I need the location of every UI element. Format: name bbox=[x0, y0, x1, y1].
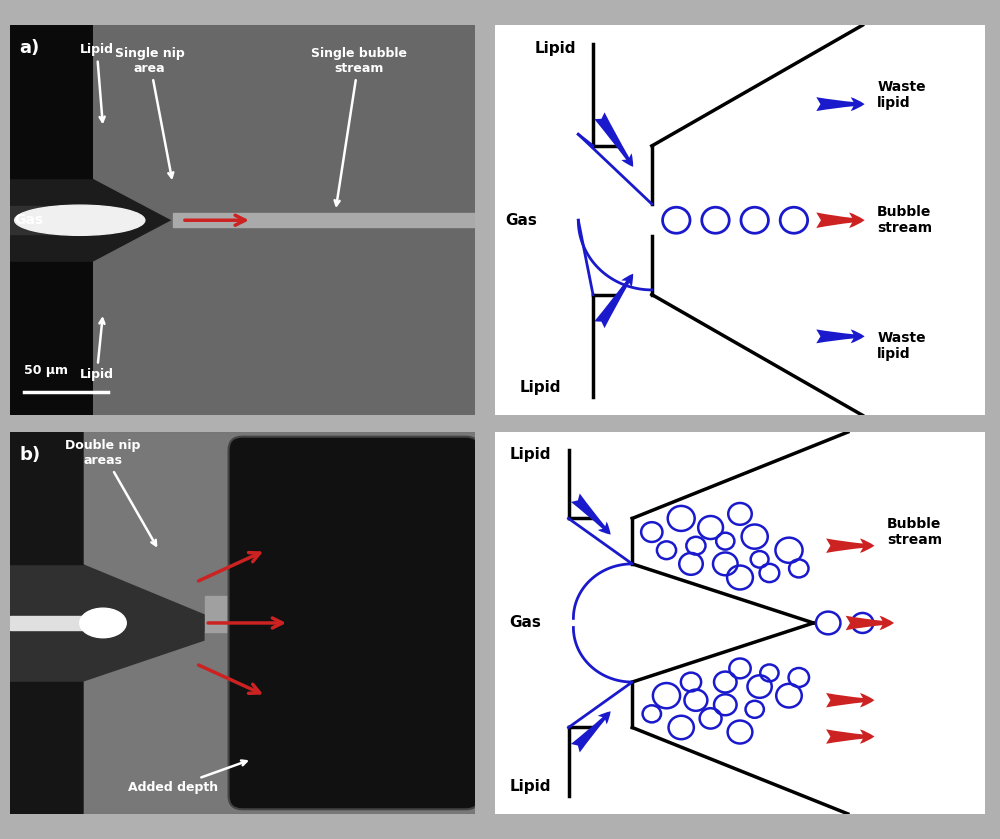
Text: Waste
lipid: Waste lipid bbox=[877, 331, 926, 361]
Polygon shape bbox=[10, 432, 475, 814]
Polygon shape bbox=[10, 262, 94, 415]
Polygon shape bbox=[94, 25, 475, 221]
Polygon shape bbox=[10, 25, 94, 179]
Text: Bubble
stream: Bubble stream bbox=[887, 517, 942, 547]
Text: Waste
lipid: Waste lipid bbox=[877, 80, 926, 110]
Polygon shape bbox=[495, 25, 985, 415]
Polygon shape bbox=[495, 432, 985, 814]
Text: Gas: Gas bbox=[15, 213, 44, 227]
Polygon shape bbox=[84, 632, 475, 814]
Ellipse shape bbox=[15, 206, 145, 235]
Text: Lipid: Lipid bbox=[520, 380, 561, 395]
Ellipse shape bbox=[80, 608, 126, 638]
Text: b): b) bbox=[19, 446, 40, 464]
Polygon shape bbox=[94, 221, 475, 415]
Polygon shape bbox=[10, 432, 84, 564]
Text: Single bubble
stream: Single bubble stream bbox=[311, 47, 407, 206]
Polygon shape bbox=[10, 682, 84, 814]
Polygon shape bbox=[10, 616, 94, 630]
Text: Gas: Gas bbox=[510, 616, 542, 630]
Polygon shape bbox=[10, 25, 475, 415]
Text: Single nip
area: Single nip area bbox=[115, 47, 184, 178]
Polygon shape bbox=[84, 432, 475, 614]
Text: Bubble
stream: Bubble stream bbox=[877, 206, 932, 235]
Polygon shape bbox=[10, 206, 94, 234]
Polygon shape bbox=[205, 596, 475, 632]
FancyBboxPatch shape bbox=[229, 436, 480, 810]
Text: Double nip
areas: Double nip areas bbox=[65, 439, 156, 545]
Text: 50 μm: 50 μm bbox=[24, 363, 68, 377]
Text: Lipid: Lipid bbox=[510, 447, 551, 462]
Text: Added depth: Added depth bbox=[128, 760, 247, 794]
Text: Lipid: Lipid bbox=[510, 779, 551, 794]
Text: Lipid: Lipid bbox=[534, 41, 576, 56]
Text: Gas: Gas bbox=[505, 213, 537, 227]
Text: Lipid: Lipid bbox=[80, 319, 114, 381]
Text: Lipid: Lipid bbox=[80, 43, 114, 122]
Polygon shape bbox=[173, 213, 475, 227]
Text: a): a) bbox=[19, 39, 40, 57]
